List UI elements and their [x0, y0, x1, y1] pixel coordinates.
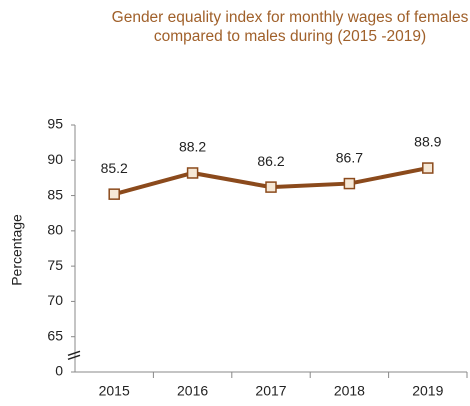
x-tick-label: 2019: [412, 383, 443, 399]
x-tick-label: 2016: [177, 383, 208, 399]
y-tick-label: 90: [47, 151, 63, 167]
axis-break: [68, 351, 80, 355]
y-tick-label: 75: [47, 257, 63, 273]
data-label: 88.2: [179, 139, 206, 155]
chart-title: Gender equality index for monthly wages …: [110, 8, 470, 46]
marker: [188, 168, 198, 178]
marker: [266, 182, 276, 192]
y-tick-label: 70: [47, 292, 63, 308]
y-tick-label: 80: [47, 222, 63, 238]
marker: [344, 179, 354, 189]
data-label: 86.7: [336, 149, 363, 165]
x-tick-label: 2017: [255, 383, 286, 399]
y-axis-label: Percentage: [9, 214, 25, 286]
y-tick-label: 65: [47, 327, 63, 343]
y-tick-label: 85: [47, 186, 63, 202]
page: Gender equality index for monthly wages …: [0, 0, 470, 406]
y-tick-label: 95: [47, 116, 63, 132]
x-tick-label: 2018: [334, 383, 365, 399]
y-tick-label: 0: [55, 363, 63, 379]
chart: Percentage 0 65 70 75 80 85 90 95 2015 2016 2017 20…: [0, 0, 470, 406]
data-label: 86.2: [257, 153, 284, 169]
data-label: 88.9: [414, 134, 441, 150]
data-label: 85.2: [101, 160, 128, 176]
marker: [109, 189, 119, 199]
axis-break: [68, 355, 80, 359]
x-tick-label: 2015: [99, 383, 130, 399]
marker: [423, 163, 433, 173]
